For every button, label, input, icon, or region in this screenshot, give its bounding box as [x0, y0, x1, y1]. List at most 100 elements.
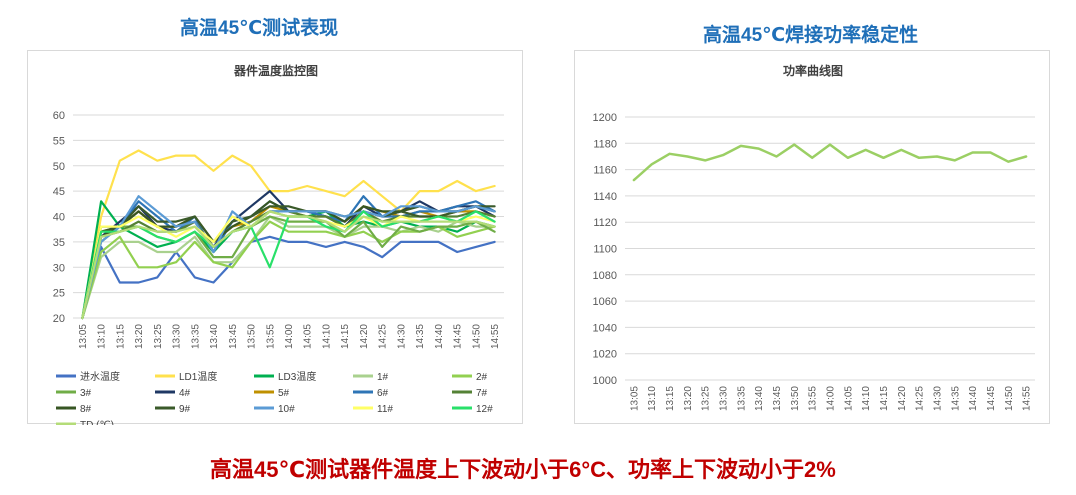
x-tick-label: 14:40 — [434, 324, 445, 349]
y-tick-label: 40 — [53, 212, 65, 224]
series-line-8 — [81, 205, 496, 320]
x-tick-label: 13:10 — [97, 324, 108, 349]
x-tick-label: 13:40 — [754, 386, 765, 411]
legend-label: 7# — [476, 388, 488, 399]
x-tick-label: 13:45 — [228, 324, 239, 349]
y-tick-label: 1020 — [593, 349, 617, 361]
series-line-13 — [81, 195, 496, 320]
legend-label: 12# — [476, 404, 493, 415]
y-tick-label: 1180 — [593, 138, 617, 150]
x-tick-label: 14:25 — [378, 324, 389, 349]
x-tick-label: 14:35 — [950, 386, 961, 411]
x-tick-label: 14:00 — [826, 386, 837, 411]
y-tick-label: 1000 — [593, 375, 617, 387]
legend-label: LD1温度 — [179, 370, 217, 383]
x-tick-label: 14:15 — [879, 386, 890, 411]
x-tick-label: 14:50 — [1004, 386, 1015, 411]
x-tick-label: 14:10 — [321, 324, 332, 349]
x-tick-label: 13:35 — [190, 324, 201, 349]
y-tick-label: 1040 — [593, 322, 617, 334]
x-tick-label: 14:20 — [359, 324, 370, 349]
legend-label: TD (℃) — [80, 420, 114, 425]
x-tick-label: 13:25 — [153, 324, 164, 349]
series-line-2 — [81, 149, 496, 320]
y-tick-label: 50 — [53, 161, 65, 173]
x-tick-label: 14:35 — [415, 324, 426, 349]
x-tick-label: 14:15 — [340, 324, 351, 349]
y-tick-label: 1200 — [593, 112, 617, 124]
legend-label: LD3温度 — [278, 370, 316, 383]
y-tick-label: 60 — [53, 110, 65, 122]
y-tick-label: 1060 — [593, 296, 617, 308]
x-tick-label: 14:55 — [1022, 386, 1033, 411]
legend-label: 3# — [80, 388, 92, 399]
legend-label: 10# — [278, 404, 295, 415]
y-tick-label: 1160 — [593, 165, 617, 177]
right-heading: 高温45℃焊接功率稳定性 — [703, 25, 919, 46]
summary-caption: 高温45℃测试器件温度上下波动小于6°C、功率上下波动小于2% — [210, 457, 836, 482]
legend-label: 9# — [179, 404, 191, 415]
power-chart: 功率曲线图 1000 1020 1040 1060 1080 1100 1120 1140 116… — [593, 63, 1035, 411]
series-line-12 — [81, 205, 496, 320]
x-tick-label: 13:50 — [247, 324, 258, 349]
x-tick-label: 14:30 — [932, 386, 943, 411]
x-tick-label: 13:25 — [701, 386, 712, 411]
temperature-chart-panel: 器件温度监控图 20 25 30 35 40 45 50 55 60 13:05 13:10 13:15… — [27, 50, 523, 425]
y-tick-label: 1140 — [593, 191, 617, 203]
y-tick-label: 1080 — [593, 270, 617, 282]
y-tick-label: 1120 — [593, 217, 617, 229]
y-tick-label: 30 — [53, 262, 65, 274]
x-tick-label: 13:35 — [736, 386, 747, 411]
legend-label: 4# — [179, 388, 191, 399]
x-tick-label: 13:15 — [115, 324, 126, 349]
chart-title: 器件温度监控图 — [233, 63, 318, 78]
y-tick-label: 1100 — [593, 244, 617, 256]
x-tick-label: 14:40 — [968, 386, 979, 411]
x-tick-label: 13:05 — [78, 324, 89, 349]
x-tick-label: 13:50 — [790, 386, 801, 411]
legend-label: 1# — [377, 372, 389, 383]
x-tick-label: 14:25 — [915, 386, 926, 411]
x-tick-label: 13:05 — [629, 386, 640, 411]
y-tick-label: 20 — [53, 313, 65, 325]
x-tick-label: 13:40 — [209, 324, 220, 349]
x-tick-label: 14:10 — [861, 386, 872, 411]
y-tick-label: 55 — [53, 135, 65, 147]
legend-label: 11# — [377, 404, 393, 415]
legend-label: 进水温度 — [80, 370, 120, 383]
x-tick-label: 13:20 — [134, 324, 145, 349]
x-tick-label: 13:20 — [683, 386, 694, 411]
series-line-16 — [81, 210, 496, 320]
x-tick-label: 14:45 — [986, 386, 997, 411]
x-tick-label: 14:20 — [897, 386, 908, 411]
y-tick-label: 45 — [53, 186, 65, 198]
series-line-1 — [632, 143, 1028, 182]
x-tick-label: 13:45 — [772, 386, 783, 411]
x-tick-label: 14:05 — [843, 386, 854, 411]
chart-title: 功率曲线图 — [783, 63, 843, 78]
x-tick-label: 14:05 — [303, 324, 314, 349]
x-tick-label: 13:15 — [665, 386, 676, 411]
legend-label: 8# — [80, 404, 92, 415]
x-tick-label: 14:55 — [490, 324, 501, 349]
temperature-chart: 器件温度监控图 20 25 30 35 40 45 50 55 60 13:05 13:10 13:15… — [53, 63, 504, 425]
x-tick-label: 14:30 — [396, 324, 407, 349]
x-tick-label: 14:50 — [471, 324, 482, 349]
x-tick-label: 13:10 — [647, 386, 658, 411]
x-tick-label: 13:30 — [719, 386, 730, 411]
x-tick-label: 13:55 — [265, 324, 276, 349]
legend-label: 5# — [278, 388, 290, 399]
power-chart-panel: 功率曲线图 1000 1020 1040 1060 1080 1100 1120 1140 116… — [574, 50, 1050, 424]
x-tick-label: 14:45 — [453, 324, 464, 349]
x-tick-label: 13:30 — [172, 324, 183, 349]
y-tick-label: 35 — [53, 237, 65, 249]
legend-label: 6# — [377, 388, 389, 399]
left-heading: 高温45℃测试表现 — [180, 18, 339, 39]
x-tick-label: 13:55 — [808, 386, 819, 411]
series-line-5 — [81, 220, 496, 320]
series-line-4 — [81, 215, 496, 320]
series-line-1 — [81, 235, 496, 320]
x-tick-label: 14:00 — [284, 324, 295, 349]
legend-label: 2# — [476, 372, 488, 383]
y-tick-label: 25 — [53, 288, 65, 300]
